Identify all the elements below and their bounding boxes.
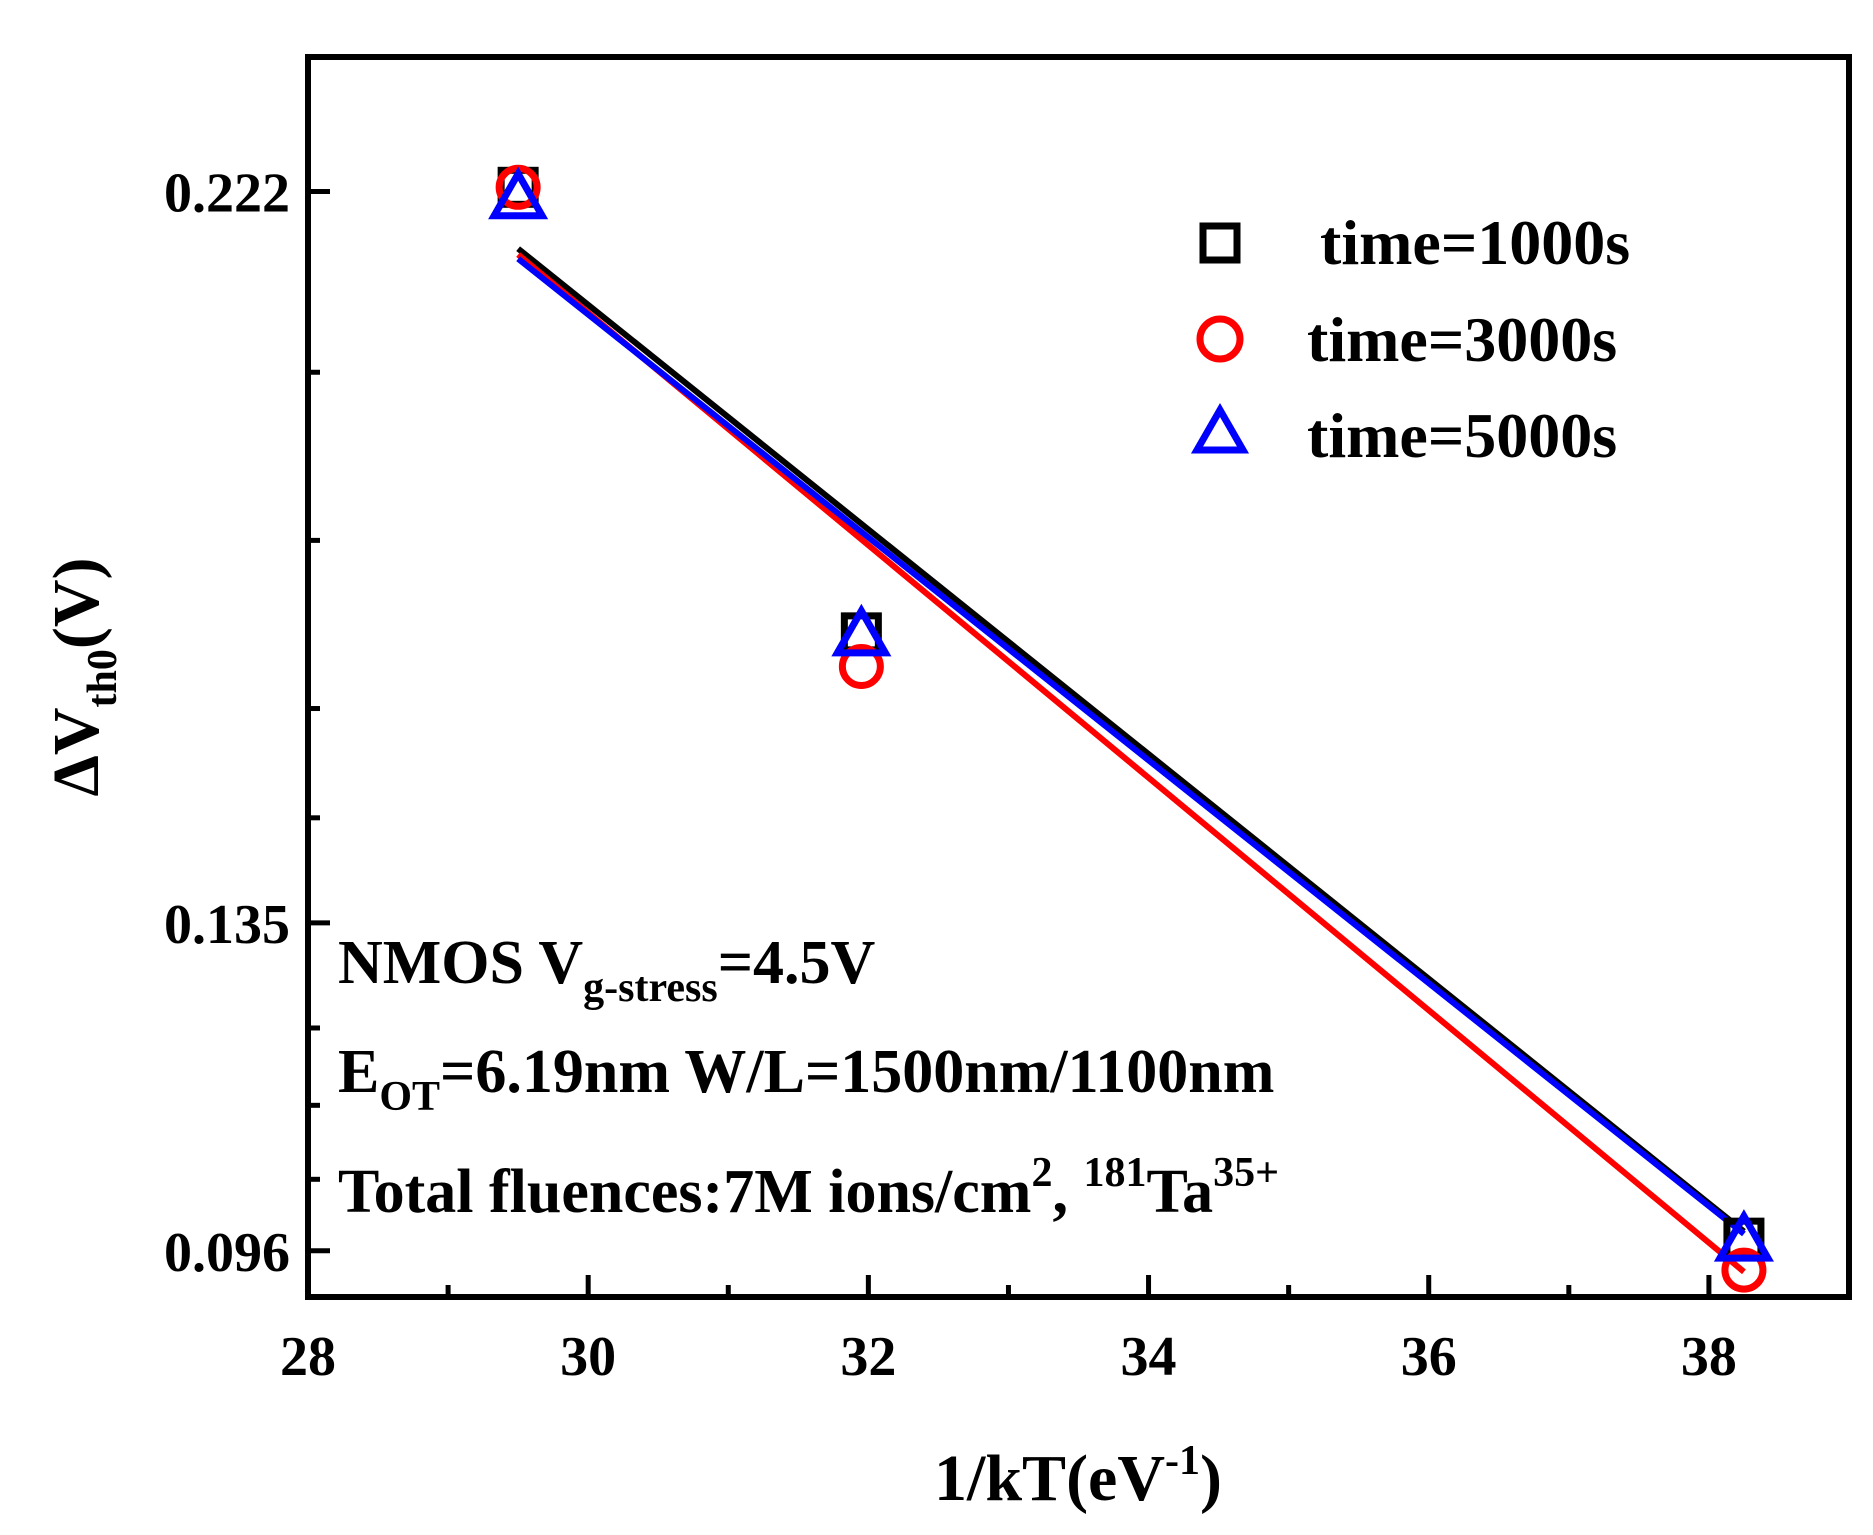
- x-axis-ticks: 28 30 32 34 36 38: [280, 1275, 1852, 1388]
- y-tick-label: 0.222: [164, 163, 290, 225]
- annotation-device: NMOS Vg-stress=4.5V: [338, 929, 876, 1011]
- legend-triangle-marker: [1190, 402, 1250, 454]
- x-axis-title: 1/kT(eV-1): [934, 1438, 1222, 1515]
- x-tick-label: 32: [840, 1326, 896, 1388]
- y-tick-label: 0.135: [164, 894, 290, 956]
- data-markers: [488, 164, 1774, 1293]
- fit-lines: [516, 246, 1746, 1275]
- legend-item-time-5000s: time=5000s: [1190, 400, 1617, 471]
- triangle-marker: [488, 166, 549, 220]
- circle-marker: [1721, 1247, 1767, 1293]
- annotation-fluence: Total fluences:7M ions/cm2, 181Ta35+: [338, 1150, 1279, 1226]
- triangle-marker: [1713, 1209, 1774, 1262]
- x-tick-label: 30: [560, 1326, 616, 1388]
- legend-label: time=3000s: [1307, 304, 1617, 375]
- legend-item-time-3000s: time=3000s: [1196, 304, 1617, 375]
- legend-item-time-1000s: time=1000s: [1199, 207, 1630, 278]
- fit-line: [516, 256, 1746, 1237]
- y-axis-title: ΔVth0(V): [40, 557, 126, 796]
- plot-frame: [305, 54, 1852, 1300]
- x-tick-label: 38: [1681, 1326, 1737, 1388]
- legend-circle-marker: [1196, 315, 1244, 363]
- y-axis-ticks: 0.096 0.135 0.222: [164, 163, 330, 1284]
- y-tick-label: 0.096: [164, 1222, 290, 1284]
- circle-marker: [838, 643, 884, 689]
- triangle-marker: [831, 603, 892, 657]
- annotation-geometry: EOT=6.19nm W/L=1500nm/1100nm: [338, 1038, 1274, 1120]
- x-tick-label: 28: [280, 1326, 336, 1388]
- legend-label: time=5000s: [1307, 400, 1617, 471]
- legend-square-marker: [1199, 222, 1241, 264]
- legend: time=1000s time=3000s time=5000s: [1190, 207, 1630, 471]
- legend-label: time=1000s: [1320, 207, 1630, 278]
- x-tick-label: 34: [1121, 1326, 1177, 1388]
- x-tick-label: 36: [1401, 1326, 1457, 1388]
